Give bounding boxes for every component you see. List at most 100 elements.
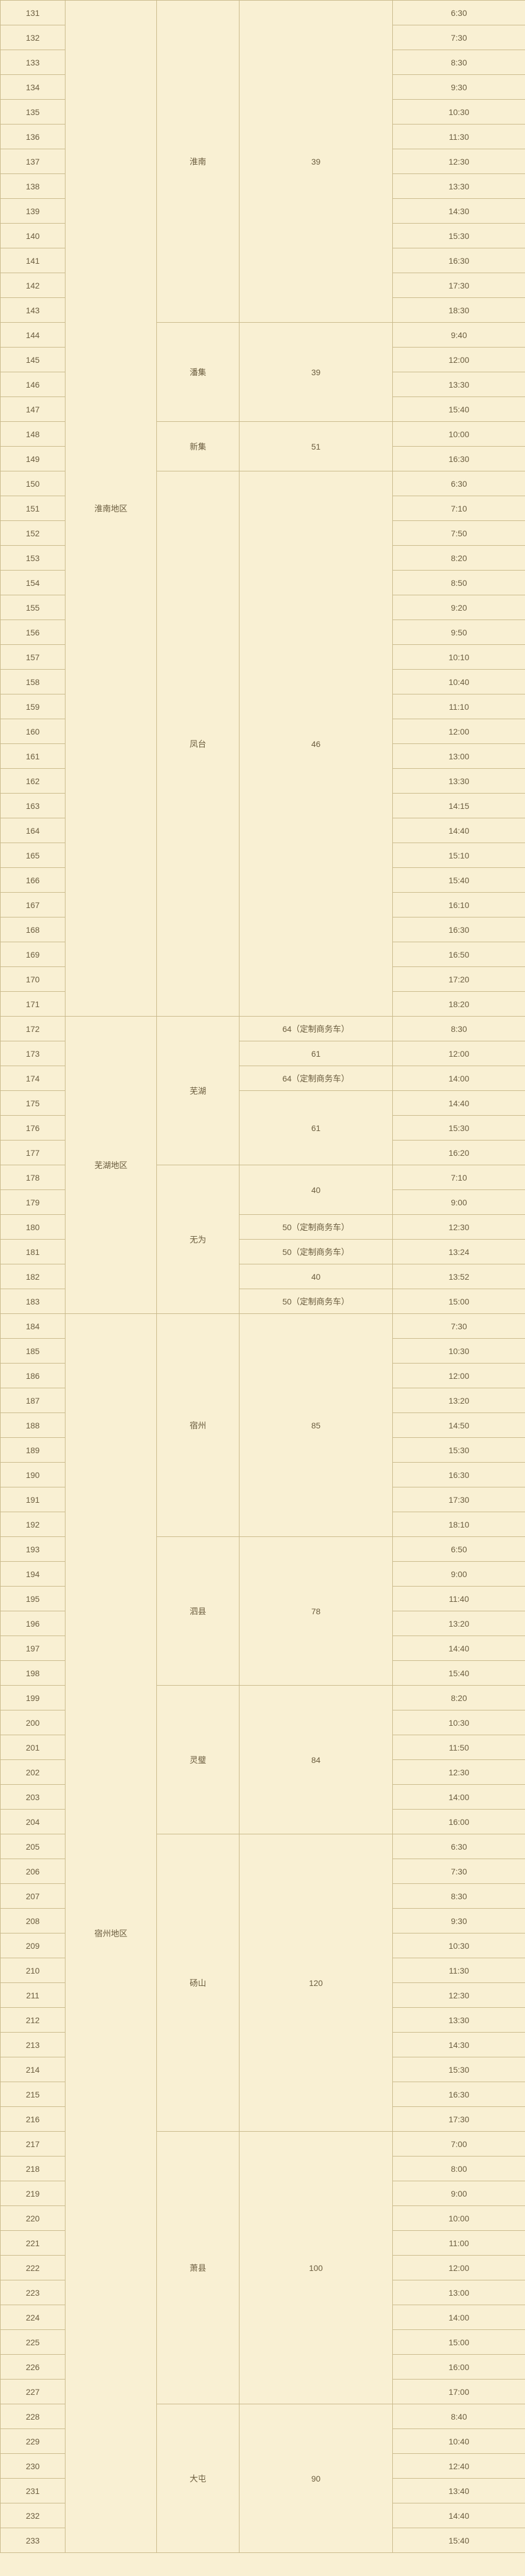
city-cell: 砀山 [157,1834,239,2132]
row-index: 215 [1,2082,65,2107]
row-index: 147 [1,397,65,422]
time-cell: 12:30 [393,1760,525,1785]
time-cell: 11:50 [393,1735,525,1760]
row-index: 202 [1,1760,65,1785]
row-index: 194 [1,1562,65,1587]
city-cell: 新集 [157,422,239,471]
price-cell: 84 [239,1686,393,1834]
row-index: 216 [1,2107,65,2132]
time-cell: 8:30 [393,1884,525,1909]
region-cell: 淮南地区 [65,1,157,1017]
time-cell: 12:40 [393,2454,525,2479]
price-cell: 64（定制商务车） [239,1017,393,1041]
city-cell: 潘集 [157,323,239,422]
row-index: 142 [1,273,65,298]
row-index: 159 [1,694,65,719]
price-cell: 61 [239,1041,393,1066]
city-cell: 无为 [157,1165,239,1314]
row-index: 144 [1,323,65,348]
time-cell: 13:20 [393,1611,525,1636]
time-cell: 8:40 [393,2404,525,2429]
row-index: 171 [1,992,65,1017]
row-index: 146 [1,372,65,397]
row-index: 198 [1,1661,65,1686]
time-cell: 16:00 [393,1810,525,1834]
time-cell: 13:52 [393,1264,525,1289]
time-cell: 13:40 [393,2479,525,2503]
price-cell: 64（定制商务车） [239,1066,393,1091]
time-cell: 8:20 [393,546,525,571]
row-index: 157 [1,645,65,670]
time-cell: 12:30 [393,1215,525,1240]
row-index: 176 [1,1116,65,1140]
time-cell: 17:30 [393,1487,525,1512]
row-index: 207 [1,1884,65,1909]
row-index: 143 [1,298,65,323]
row-index: 231 [1,2479,65,2503]
time-cell: 8:20 [393,1686,525,1710]
time-cell: 15:40 [393,1661,525,1686]
time-cell: 15:10 [393,843,525,868]
time-cell: 9:50 [393,620,525,645]
row-index: 209 [1,1933,65,1958]
time-cell: 8:50 [393,571,525,595]
row-index: 139 [1,199,65,224]
row-index: 164 [1,818,65,843]
row-index: 167 [1,893,65,917]
time-cell: 16:30 [393,248,525,273]
time-cell: 6:50 [393,1537,525,1562]
row-index: 220 [1,2206,65,2231]
time-cell: 11:00 [393,2231,525,2256]
row-index: 195 [1,1587,65,1611]
time-cell: 10:00 [393,422,525,447]
row-index: 197 [1,1636,65,1661]
row-index: 196 [1,1611,65,1636]
time-cell: 6:30 [393,1,525,25]
time-cell: 9:40 [393,323,525,348]
row-index: 160 [1,719,65,744]
row-index: 208 [1,1909,65,1933]
time-cell: 13:00 [393,744,525,769]
time-cell: 17:20 [393,967,525,992]
time-cell: 8:30 [393,1017,525,1041]
time-cell: 10:40 [393,670,525,694]
time-cell: 15:40 [393,868,525,893]
time-cell: 16:30 [393,2082,525,2107]
time-cell: 11:30 [393,1958,525,1983]
table-row: 131淮南地区淮南396:30 [1,1,525,25]
row-index: 210 [1,1958,65,1983]
row-index: 180 [1,1215,65,1240]
price-cell: 85 [239,1314,393,1537]
time-cell: 13:00 [393,2280,525,2305]
row-index: 205 [1,1834,65,1859]
row-index: 161 [1,744,65,769]
time-cell: 16:30 [393,447,525,471]
time-cell: 15:30 [393,1116,525,1140]
row-index: 191 [1,1487,65,1512]
time-cell: 7:30 [393,25,525,50]
time-cell: 9:00 [393,1190,525,1215]
price-cell: 61 [239,1091,393,1165]
price-cell: 120 [239,1834,393,2132]
city-cell: 芜湖 [157,1017,239,1165]
city-cell: 淮南 [157,1,239,323]
row-index: 152 [1,521,65,546]
row-index: 131 [1,1,65,25]
time-cell: 9:20 [393,595,525,620]
time-cell: 16:30 [393,1463,525,1487]
row-index: 192 [1,1512,65,1537]
city-cell: 宿州 [157,1314,239,1537]
row-index: 150 [1,471,65,496]
city-cell: 凤台 [157,471,239,1017]
price-cell: 50（定制商务车） [239,1215,393,1240]
price-cell: 78 [239,1537,393,1686]
time-cell: 10:30 [393,100,525,124]
time-cell: 16:20 [393,1140,525,1165]
row-index: 153 [1,546,65,571]
price-cell: 46 [239,471,393,1017]
city-cell: 大屯 [157,2404,239,2553]
price-cell: 40 [239,1264,393,1289]
row-index: 179 [1,1190,65,1215]
time-cell: 6:30 [393,471,525,496]
time-cell: 14:50 [393,1413,525,1438]
